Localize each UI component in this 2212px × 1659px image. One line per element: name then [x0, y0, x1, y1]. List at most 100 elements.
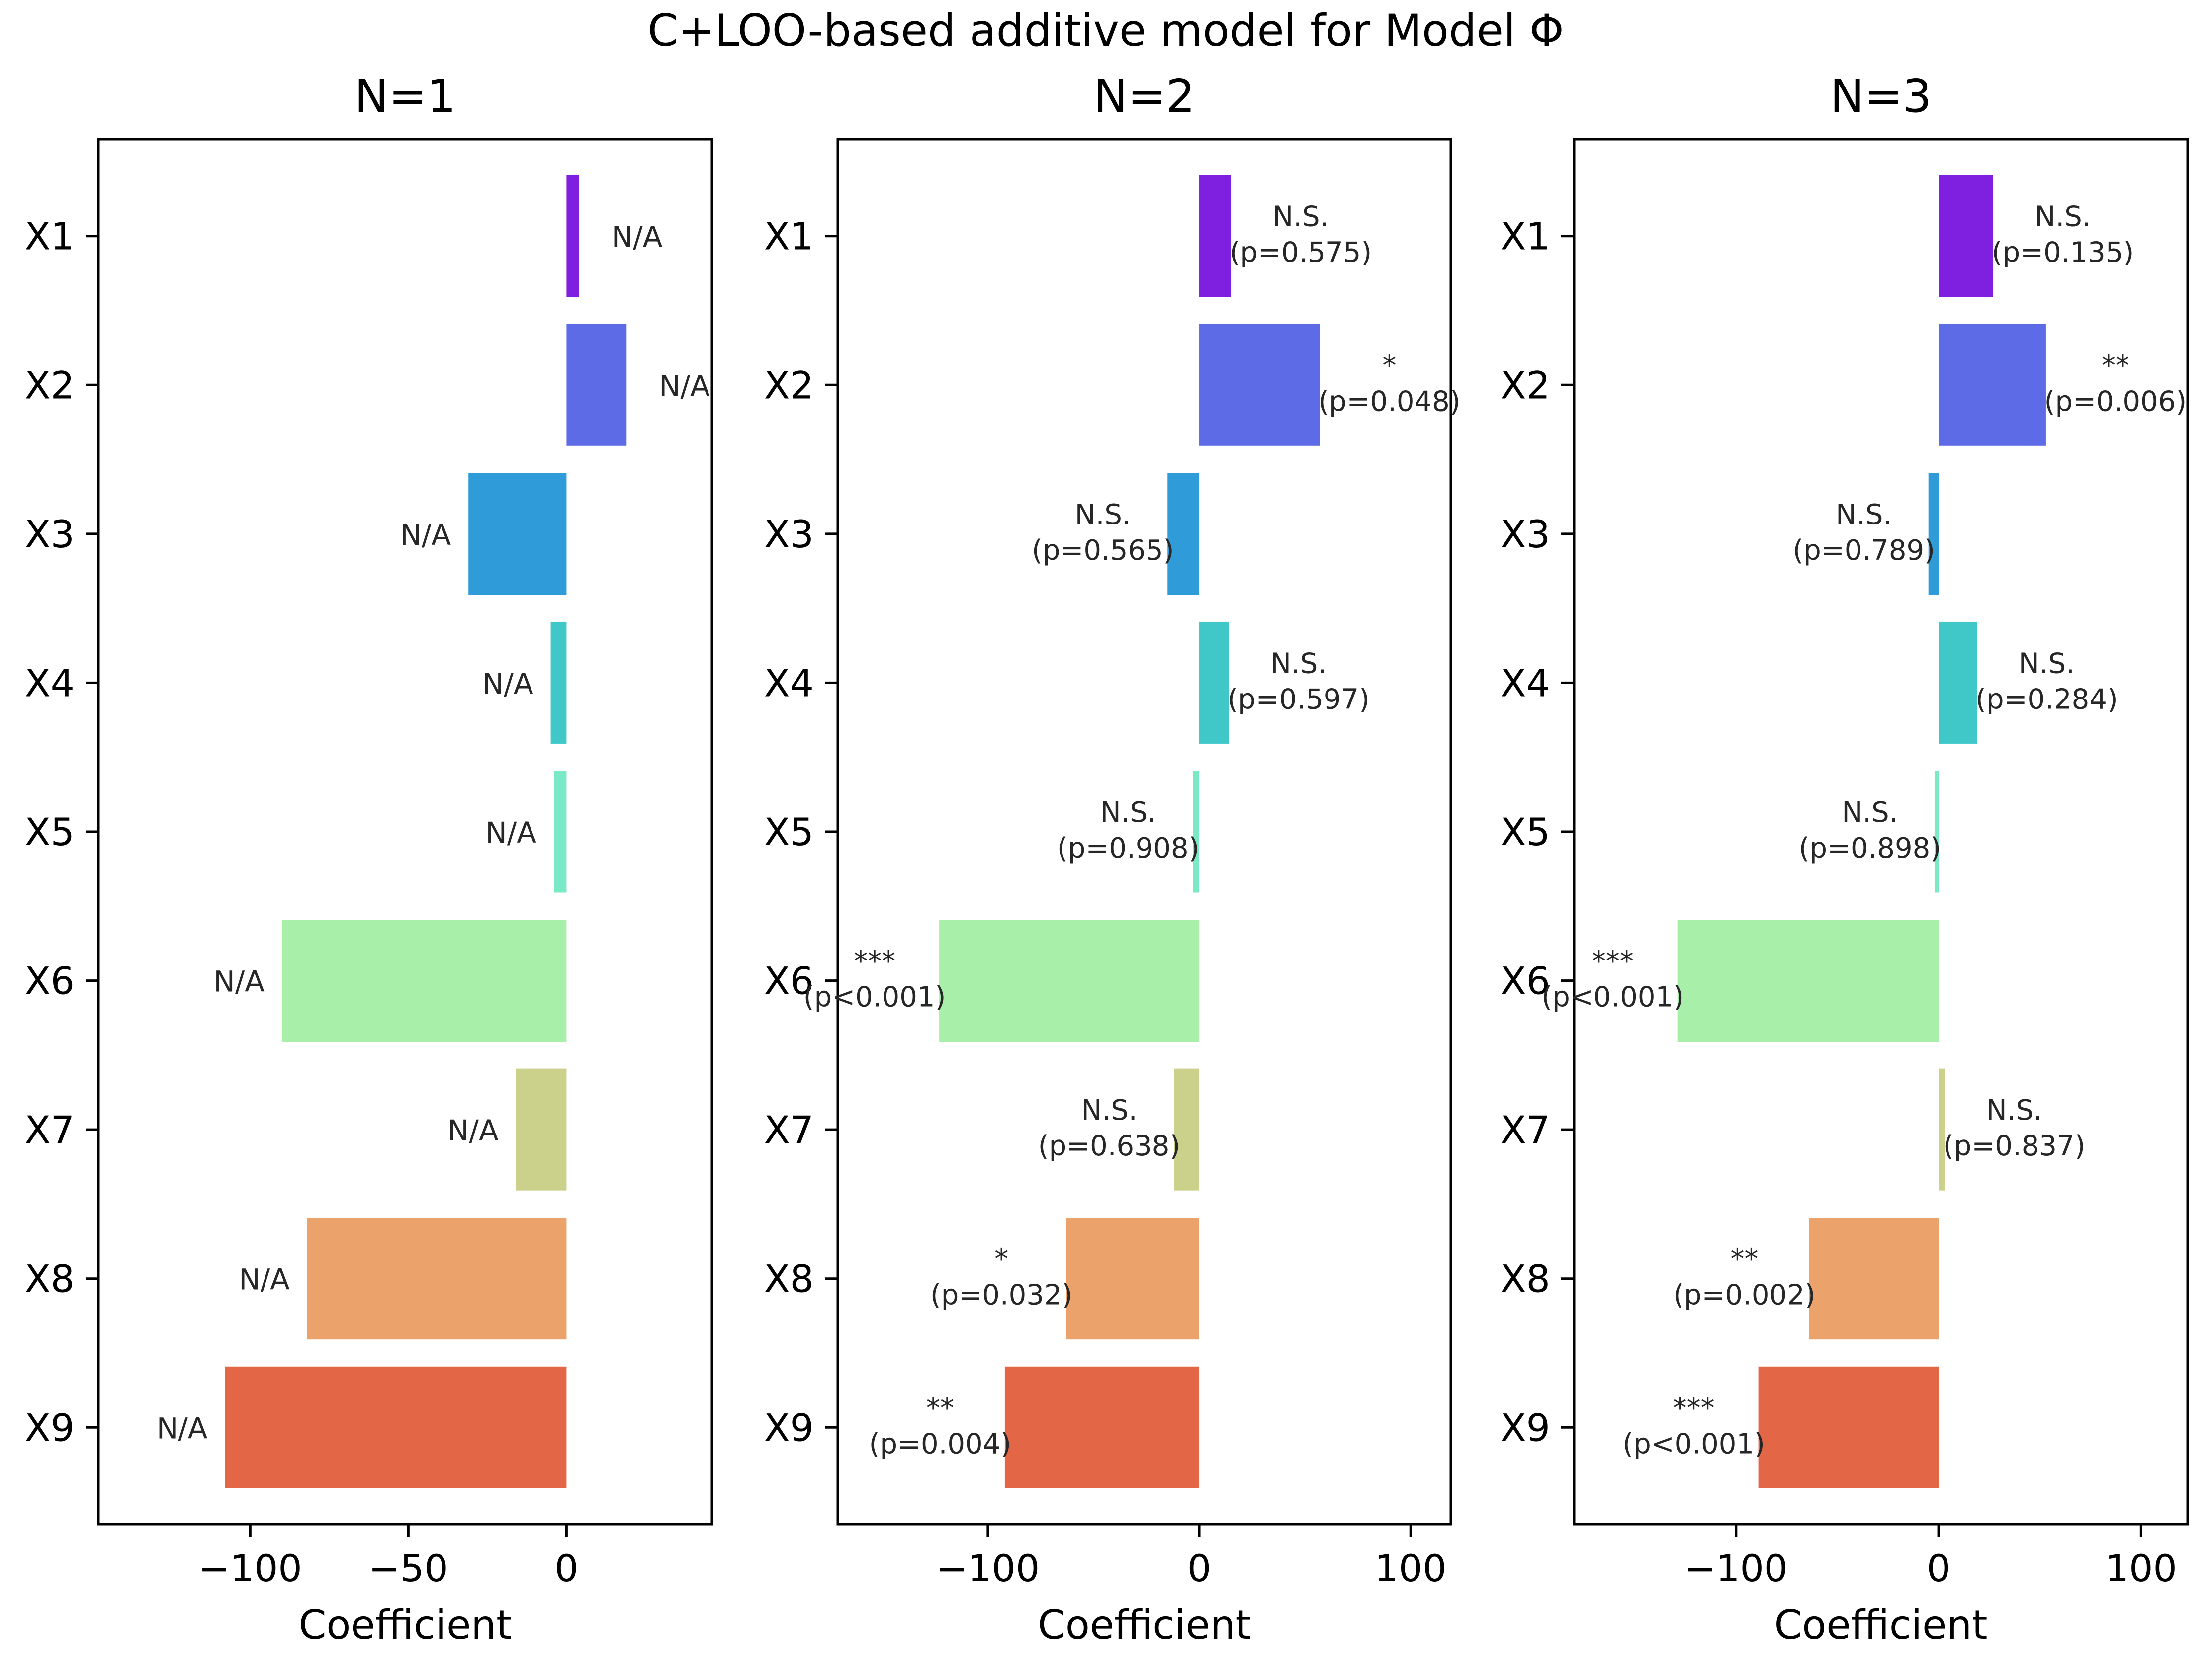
significance-x8-panel-3: **	[1730, 1243, 1758, 1276]
annotation-x7-panel-1: N/A	[447, 1114, 499, 1147]
p-value-x5-panel-3: (p=0.898)	[1799, 832, 1941, 865]
x-tick-label-1-panel-3: 0	[1927, 1546, 1950, 1590]
significance-x3-panel-3: N.S.	[1836, 499, 1892, 531]
p-value-x2-panel-3: (p=0.006)	[2044, 385, 2187, 418]
annotation-x8-panel-1: N/A	[239, 1263, 290, 1297]
p-value-x3-panel-3: (p=0.789)	[1792, 534, 1935, 567]
significance-x8-panel-2: *	[994, 1243, 1008, 1276]
y-tick-label-x4-panel-3: X4	[1501, 661, 1550, 705]
annotation-x5-panel-1: N/A	[485, 816, 536, 850]
bar-x4-panel-3	[1939, 621, 1977, 744]
y-tick-label-x4-panel-2: X4	[764, 661, 814, 705]
y-tick-label-x1-panel-3: X1	[1501, 214, 1550, 259]
significance-x2-panel-3: **	[2102, 349, 2129, 382]
bar-x1-panel-1	[566, 175, 579, 297]
bar-x2-panel-3	[1939, 324, 2046, 446]
y-tick-label-x9-panel-2: X9	[764, 1405, 814, 1450]
annotation-x9-panel-1: N/A	[157, 1411, 208, 1445]
y-tick-label-x3-panel-3: X3	[1501, 512, 1550, 556]
bar-x3-panel-1	[468, 473, 567, 595]
bar-x3-panel-3	[1928, 473, 1939, 595]
significance-x5-panel-2: N.S.	[1100, 796, 1156, 829]
y-tick-label-x3-panel-2: X3	[764, 512, 814, 556]
significance-x2-panel-2: *	[1382, 349, 1396, 382]
bar-x6-panel-2	[939, 920, 1200, 1042]
bar-x9-panel-3	[1758, 1366, 1939, 1488]
significance-x5-panel-3: N.S.	[1842, 796, 1898, 829]
y-tick-label-x5-panel-2: X5	[764, 810, 814, 854]
x-tick-label-0-panel-3: −100	[1684, 1546, 1788, 1590]
y-tick-label-x2-panel-1: X2	[25, 363, 75, 407]
p-value-x8-panel-3: (p=0.002)	[1673, 1279, 1815, 1311]
y-tick-label-x7-panel-2: X7	[764, 1108, 814, 1152]
bar-x4-panel-2	[1199, 621, 1229, 744]
p-value-x1-panel-2: (p=0.575)	[1230, 237, 1372, 269]
p-value-x5-panel-2: (p=0.908)	[1057, 832, 1199, 865]
bar-x8-panel-3	[1809, 1218, 1939, 1340]
y-tick-label-x7-panel-1: X7	[25, 1108, 75, 1152]
bar-x5-panel-2	[1193, 771, 1200, 893]
bar-x7-panel-3	[1939, 1068, 1945, 1191]
bar-x9-panel-1	[225, 1366, 567, 1488]
bar-x2-panel-2	[1199, 324, 1320, 446]
x-tick-label-1-panel-2: 0	[1187, 1546, 1211, 1590]
bar-x8-panel-2	[1066, 1218, 1200, 1340]
significance-x7-panel-3: N.S.	[1986, 1094, 2042, 1127]
y-tick-label-x3-panel-1: X3	[25, 512, 75, 556]
p-value-x7-panel-2: (p=0.638)	[1038, 1130, 1180, 1162]
bar-x6-panel-3	[1677, 920, 1939, 1042]
y-tick-label-x5-panel-1: X5	[25, 810, 75, 854]
panel-title-3: N=3	[1830, 70, 1932, 123]
significance-x1-panel-2: N.S.	[1272, 201, 1328, 233]
x-tick-label-0-panel-2: −100	[936, 1546, 1040, 1590]
x-axis-label-panel-3: Coefficient	[1774, 1602, 1988, 1648]
bar-x5-panel-1	[553, 771, 567, 893]
annotation-x1-panel-1: N/A	[612, 220, 663, 254]
x-tick-label-1-panel-1: −50	[368, 1546, 448, 1590]
y-tick-label-x2-panel-2: X2	[764, 363, 814, 407]
bar-x8-panel-1	[307, 1218, 567, 1340]
y-tick-label-x1-panel-1: X1	[25, 214, 75, 259]
y-tick-label-x8-panel-2: X8	[764, 1257, 814, 1301]
x-tick-label-2-panel-1: 0	[554, 1546, 578, 1590]
figure-title: C+LOO-based additive model for Model Φ	[647, 5, 1564, 56]
x-axis-label-panel-1: Coefficient	[299, 1602, 512, 1648]
chart-panel-2: N=2 X1 X2 X3 X4 X5 X6 X7 X8 X9 −100 0 100 Coefficient…	[764, 70, 1461, 1648]
y-tick-label-x6-panel-1: X6	[25, 959, 75, 1003]
significance-x6-panel-3: ***	[1592, 946, 1634, 978]
significance-x3-panel-2: N.S.	[1075, 499, 1131, 531]
p-value-x6-panel-3: (p<0.001)	[1541, 981, 1683, 1014]
panel-title-1: N=1	[354, 70, 456, 123]
p-value-x8-panel-2: (p=0.032)	[930, 1279, 1072, 1311]
annotation-x6-panel-1: N/A	[213, 965, 265, 999]
annotation-x2-panel-1: N/A	[659, 369, 710, 403]
y-tick-label-x7-panel-3: X7	[1501, 1108, 1550, 1152]
bar-x9-panel-2	[1004, 1366, 1200, 1488]
significance-x9-panel-3: ***	[1673, 1392, 1715, 1424]
chart-panels: N=1 X1 X2 X3 X4 X5 X6 X7 X8 X9 −100 −50 0 Coefficient…	[25, 70, 2189, 1648]
significance-x6-panel-2: ***	[854, 946, 895, 978]
y-tick-label-x8-panel-1: X8	[25, 1257, 75, 1301]
bar-x7-panel-1	[516, 1068, 567, 1191]
chart-panel-3: N=3 X1 X2 X3 X4 X5 X6 X7 X8 X9 −100 0 100 Coefficient…	[1501, 70, 2189, 1648]
x-tick-label-2-panel-2: 100	[1375, 1546, 1447, 1590]
p-value-x7-panel-3: (p=0.837)	[1943, 1130, 2085, 1162]
p-value-x1-panel-3: (p=0.135)	[1992, 237, 2134, 269]
y-tick-label-x1-panel-2: X1	[764, 214, 814, 259]
p-value-x4-panel-2: (p=0.597)	[1227, 683, 1369, 715]
y-tick-label-x5-panel-3: X5	[1501, 810, 1550, 854]
bar-x2-panel-1	[566, 324, 627, 446]
significance-x4-panel-2: N.S.	[1270, 647, 1327, 680]
bar-x1-panel-2	[1199, 175, 1231, 297]
p-value-x9-panel-2: (p=0.004)	[869, 1428, 1011, 1460]
x-tick-label-2-panel-3: 100	[2105, 1546, 2177, 1590]
chart-panel-1: N=1 X1 X2 X3 X4 X5 X6 X7 X8 X9 −100 −50 0 Coefficient…	[25, 70, 713, 1648]
p-value-x2-panel-2: (p=0.048)	[1318, 385, 1460, 418]
p-value-x4-panel-3: (p=0.284)	[1975, 683, 2118, 715]
significance-x7-panel-2: N.S.	[1081, 1094, 1138, 1127]
y-tick-label-x8-panel-3: X8	[1501, 1257, 1550, 1301]
bar-x3-panel-2	[1167, 473, 1200, 595]
y-tick-label-x9-panel-3: X9	[1501, 1405, 1550, 1450]
x-tick-label-0-panel-1: −100	[198, 1546, 302, 1590]
